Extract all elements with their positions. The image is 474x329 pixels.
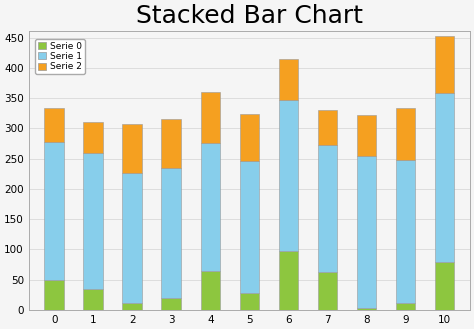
Bar	[279, 251, 298, 310]
Bar	[279, 59, 298, 100]
Bar	[239, 293, 259, 310]
Bar	[396, 303, 415, 310]
Bar	[162, 298, 181, 310]
Bar	[239, 114, 259, 161]
Bar	[318, 110, 337, 145]
Bar	[201, 92, 220, 143]
Bar	[239, 161, 259, 293]
Bar	[45, 142, 64, 280]
Bar	[83, 122, 103, 153]
Bar	[356, 308, 376, 310]
Bar	[396, 161, 415, 303]
Bar	[356, 115, 376, 156]
Bar	[318, 272, 337, 310]
Bar	[83, 289, 103, 310]
Bar	[122, 303, 142, 310]
Bar	[279, 100, 298, 251]
Bar	[435, 36, 454, 93]
Bar	[356, 156, 376, 308]
Bar	[45, 108, 64, 142]
Bar	[435, 93, 454, 262]
Bar	[122, 172, 142, 303]
Bar	[201, 143, 220, 271]
Bar	[45, 280, 64, 310]
Title: Stacked Bar Chart: Stacked Bar Chart	[136, 4, 363, 28]
Bar	[83, 153, 103, 289]
Bar	[122, 124, 142, 172]
Bar	[318, 145, 337, 272]
Bar	[201, 271, 220, 310]
Bar	[435, 262, 454, 310]
Legend: Serie 0, Serie 1, Serie 2: Serie 0, Serie 1, Serie 2	[36, 39, 85, 74]
Bar	[162, 119, 181, 168]
Bar	[396, 108, 415, 161]
Bar	[162, 168, 181, 298]
